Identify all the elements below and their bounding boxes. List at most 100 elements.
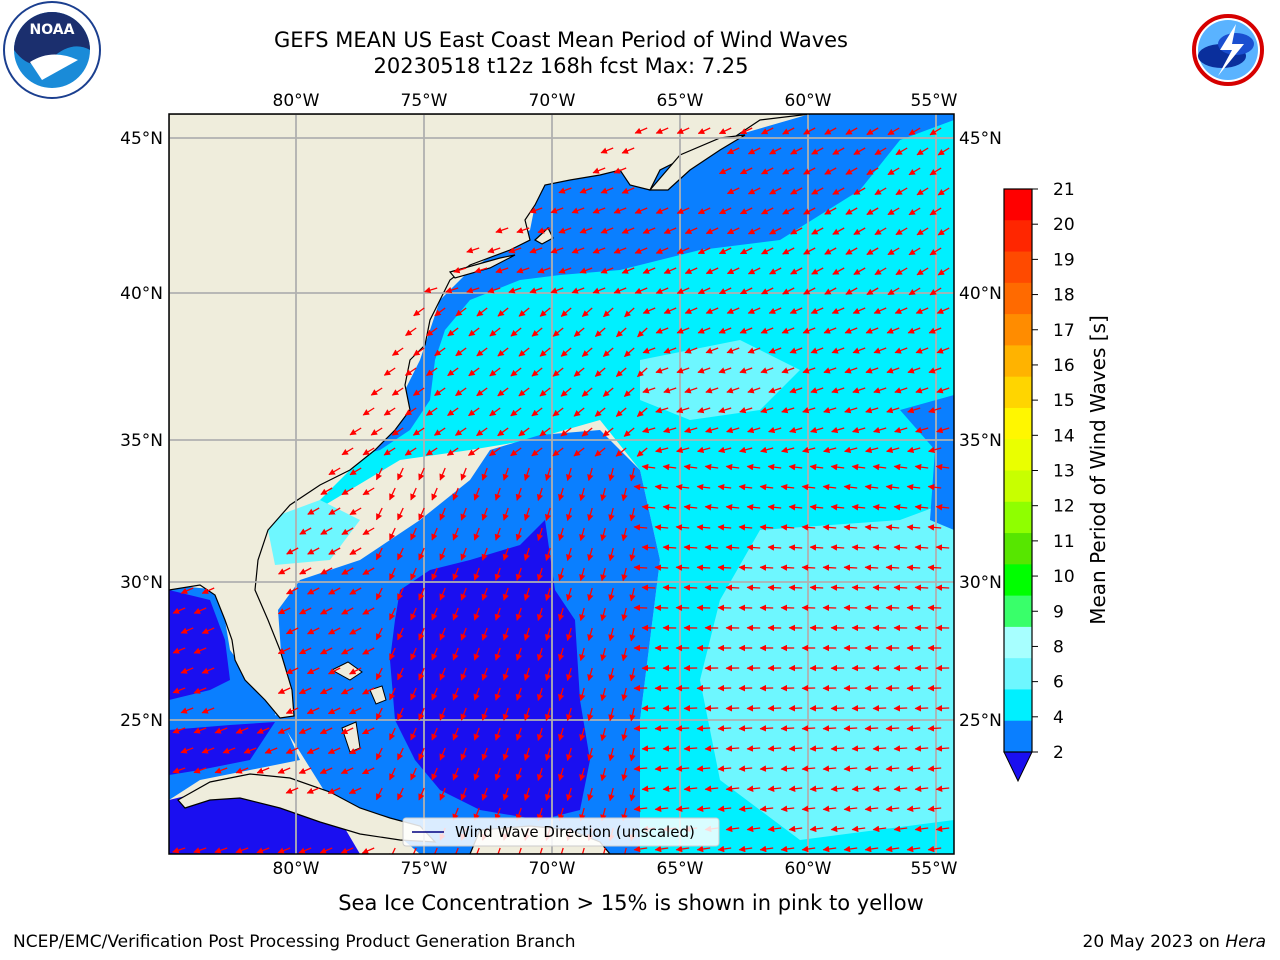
sea-ice-note: Sea Ice Concentration > 15% is shown in … bbox=[338, 891, 924, 915]
wind-wave-arrow bbox=[717, 805, 732, 812]
wind-wave-arrow bbox=[780, 564, 795, 571]
wind-wave-arrow bbox=[566, 667, 573, 682]
colorbar-tick-label: 4 bbox=[1053, 708, 1064, 728]
wind-wave-arrow bbox=[587, 627, 594, 642]
lat-labels-left: 45°N 40°N 35°N 30°N 25°N bbox=[120, 129, 163, 731]
wind-wave-arrow bbox=[201, 667, 215, 674]
wind-wave-arrow bbox=[852, 347, 866, 354]
wind-wave-arrow bbox=[608, 747, 615, 762]
wind-wave-arrow bbox=[697, 446, 711, 454]
wind-wave-arrow bbox=[864, 845, 879, 853]
wind-wave-arrow bbox=[629, 707, 636, 722]
wind-wave-arrow bbox=[502, 787, 509, 801]
wind-wave-arrow bbox=[780, 765, 795, 772]
wind-wave-arrow bbox=[927, 805, 942, 812]
wind-wave-arrow bbox=[788, 584, 803, 591]
wind-wave-arrow bbox=[621, 687, 628, 702]
wind-wave-arrow bbox=[560, 427, 572, 437]
wind-wave-arrow bbox=[494, 767, 501, 781]
wind-wave-arrow bbox=[697, 287, 711, 295]
wind-wave-arrow bbox=[579, 847, 586, 854]
wind-wave-arrow bbox=[895, 227, 908, 236]
wind-wave-arrow bbox=[886, 446, 900, 454]
wind-wave-arrow bbox=[349, 467, 362, 476]
wind-wave-arrow bbox=[389, 647, 396, 661]
wind-wave-arrow bbox=[767, 785, 782, 792]
wind-wave-arrow bbox=[704, 504, 719, 511]
wind-wave-arrow bbox=[851, 463, 866, 471]
wind-wave-arrow bbox=[452, 727, 459, 741]
wind-wave-arrow bbox=[418, 627, 425, 641]
wind-wave-arrow bbox=[662, 785, 677, 792]
wind-wave-arrow bbox=[845, 127, 858, 135]
wind-wave-arrow bbox=[600, 647, 607, 662]
wind-wave-arrow bbox=[781, 446, 795, 454]
wind-wave-arrow bbox=[886, 327, 900, 334]
wind-wave-arrow bbox=[362, 607, 375, 615]
wind-wave-arrow bbox=[510, 367, 522, 377]
wind-wave-arrow bbox=[264, 747, 278, 754]
wind-wave-arrow bbox=[481, 707, 488, 721]
wind-wave-arrow bbox=[328, 667, 341, 675]
lat-label-45n: 45°N bbox=[120, 129, 163, 149]
wind-wave-arrow bbox=[529, 287, 543, 294]
wind-wave-arrow bbox=[348, 747, 362, 755]
wind-wave-arrow bbox=[885, 725, 900, 732]
wind-wave-arrow bbox=[592, 287, 606, 294]
wind-wave-arrow bbox=[201, 707, 215, 714]
wind-wave-arrow bbox=[537, 227, 551, 234]
wind-wave-arrow bbox=[803, 287, 816, 295]
wind-wave-arrow bbox=[621, 647, 628, 662]
wind-wave-arrow bbox=[629, 467, 636, 482]
wind-wave-arrow bbox=[782, 207, 795, 215]
wind-wave-arrow bbox=[811, 227, 824, 235]
wind-wave-arrow bbox=[361, 847, 375, 854]
wind-wave-arrow bbox=[307, 547, 320, 555]
wind-wave-arrow bbox=[515, 767, 522, 781]
wind-wave-arrow bbox=[914, 825, 929, 833]
wind-wave-arrow bbox=[523, 627, 531, 641]
wind-wave-arrow bbox=[852, 307, 866, 314]
ocean-period-lt-2-caribbean bbox=[169, 790, 360, 854]
wind-wave-arrow bbox=[571, 287, 585, 294]
wind-wave-arrow bbox=[654, 483, 669, 491]
wind-wave-arrow bbox=[494, 567, 501, 581]
wind-wave-arrow bbox=[495, 227, 509, 234]
wind-wave-arrow bbox=[684, 307, 698, 314]
wind-wave-arrow bbox=[613, 287, 627, 294]
wind-wave-arrow bbox=[908, 207, 921, 216]
wind-wave-arrow bbox=[412, 427, 425, 436]
wind-wave-arrow bbox=[349, 627, 362, 635]
wind-wave-arrow bbox=[552, 447, 564, 457]
wind-wave-arrow bbox=[476, 387, 488, 397]
wind-wave-arrow bbox=[914, 504, 929, 511]
wind-wave-arrow bbox=[761, 287, 774, 295]
wind-wave-arrow bbox=[515, 687, 522, 701]
wind-wave-arrow bbox=[397, 667, 404, 681]
wind-wave-arrow bbox=[573, 407, 585, 417]
wind-wave-arrow bbox=[865, 327, 879, 334]
wind-wave-arrow bbox=[447, 327, 459, 337]
wind-wave-arrow bbox=[655, 367, 669, 374]
wind-wave-arrow bbox=[654, 564, 669, 571]
wind-wave-arrow bbox=[929, 207, 942, 216]
colorbar-tick-label: 11 bbox=[1053, 532, 1075, 552]
wind-wave-arrow bbox=[803, 127, 816, 135]
wind-wave-arrow bbox=[405, 327, 417, 337]
wind-wave-arrow bbox=[431, 647, 438, 661]
wind-wave-arrow bbox=[936, 347, 950, 354]
wind-wave-arrow bbox=[830, 504, 845, 511]
wind-wave-arrow bbox=[518, 427, 530, 437]
wind-wave-arrow bbox=[915, 307, 929, 314]
wind-wave-arrow bbox=[726, 387, 740, 394]
wind-wave-arrow bbox=[497, 307, 509, 317]
wind-wave-arrow bbox=[927, 725, 942, 732]
wind-wave-arrow bbox=[531, 327, 543, 337]
wind-wave-arrow bbox=[683, 705, 698, 712]
chart-subtitle-run-info: 20230518 t12z 168h fcst Max: 7.25 bbox=[373, 54, 749, 78]
wind-wave-arrow bbox=[629, 667, 636, 682]
wind-wave-arrow bbox=[566, 587, 573, 602]
wind-wave-arrow bbox=[602, 847, 606, 854]
wind-wave-arrow bbox=[641, 584, 656, 591]
wind-wave-arrow bbox=[642, 267, 656, 274]
